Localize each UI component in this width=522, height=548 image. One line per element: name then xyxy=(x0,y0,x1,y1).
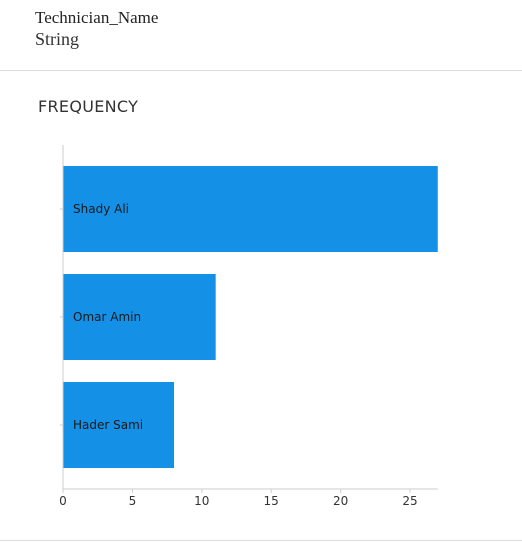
x-tick-label-15: 15 xyxy=(264,494,279,508)
x-tick-label-0: 0 xyxy=(59,494,67,508)
field-type: String xyxy=(35,29,80,49)
bar-hader-sami[interactable] xyxy=(63,382,175,468)
bar-labels-group: Shady Ali Omar Amin Hader Sami xyxy=(73,202,143,432)
field-header: Technician_Name String xyxy=(35,8,505,50)
bar-label-hader-sami: Hader Sami xyxy=(73,418,143,432)
field-name: Technician_Name xyxy=(35,8,159,27)
x-tick-label-10: 10 xyxy=(194,494,209,508)
x-tick-label-5: 5 xyxy=(129,494,137,508)
x-tick-label-20: 20 xyxy=(333,494,348,508)
top-divider xyxy=(0,70,522,71)
bars-group xyxy=(63,166,438,468)
section-title: FREQUENCY xyxy=(38,97,139,116)
bottom-divider xyxy=(0,540,522,541)
bar-label-omar-amin: Omar Amin xyxy=(73,310,141,324)
bar-shady-ali[interactable] xyxy=(63,166,438,252)
x-tick-label-25: 25 xyxy=(402,494,417,508)
bar-omar-amin[interactable] xyxy=(63,274,216,360)
axes-group: 0 5 10 15 20 25 xyxy=(59,145,438,508)
bar-label-shady-ali: Shady Ali xyxy=(73,202,129,216)
